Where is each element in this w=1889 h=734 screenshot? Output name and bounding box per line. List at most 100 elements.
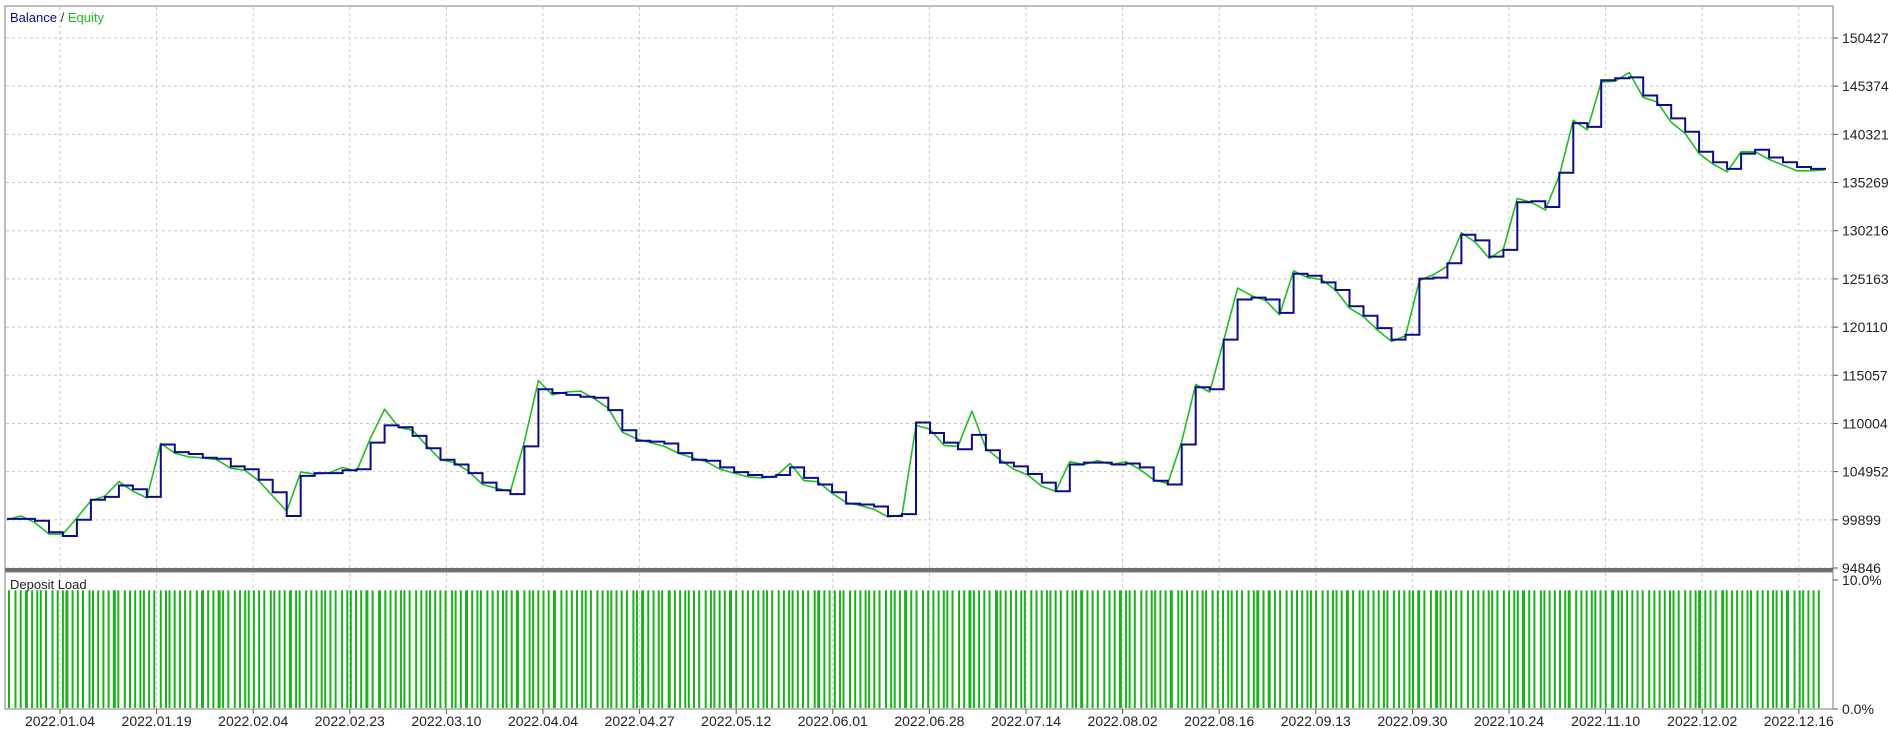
deposit-bar	[1309, 590, 1312, 708]
deposit-bar	[1020, 590, 1023, 708]
deposit-bar	[547, 590, 550, 708]
deposit-bar	[415, 590, 418, 708]
deposit-bar	[625, 590, 628, 708]
deposit-bar	[56, 590, 59, 708]
deposit-bar	[610, 590, 613, 708]
deposit-bar	[746, 590, 749, 708]
deposit-bar	[1694, 590, 1697, 708]
deposit-bar	[1599, 590, 1602, 708]
deposit-bar	[329, 590, 332, 708]
deposit-bar	[757, 590, 760, 708]
deposit-bar	[1786, 590, 1789, 708]
deposit-bar	[741, 590, 744, 708]
panel-divider[interactable]	[5, 568, 1833, 572]
deposit-bar	[1412, 590, 1414, 708]
deposit-bar	[1267, 590, 1271, 708]
deposit-bar	[937, 590, 940, 708]
deposit-bar	[968, 590, 972, 708]
deposit-bar	[823, 590, 826, 708]
deposit-bar	[1548, 590, 1551, 708]
deposit-bar	[295, 590, 298, 708]
deposit-bar	[1211, 590, 1214, 708]
deposit-bar	[165, 590, 167, 708]
deposit-bar	[451, 590, 454, 708]
deposit-bar	[576, 590, 578, 708]
series-balance-line	[7, 76, 1826, 537]
deposit-bar	[1367, 590, 1370, 708]
deposit-bar	[1392, 590, 1395, 708]
deposit-bar	[723, 590, 726, 708]
deposit-bar	[31, 590, 34, 708]
deposit-bar	[1617, 590, 1620, 708]
deposit-bar	[1241, 590, 1244, 708]
deposit-bar	[1216, 590, 1219, 708]
deposit-bar	[1169, 590, 1173, 708]
deposit-bar	[1472, 590, 1475, 708]
deposit-bar	[1502, 590, 1505, 708]
deposit-bar	[1230, 590, 1233, 708]
deposit-bar	[1704, 590, 1707, 708]
deposit-bar	[873, 590, 876, 708]
deposit-bar	[802, 590, 804, 708]
deposit-bar	[1201, 590, 1204, 708]
x-tick-label: 2022.12.02	[1667, 713, 1737, 729]
deposit-bar	[782, 590, 785, 708]
deposit-y-tick-label: 0.0%	[1842, 701, 1874, 717]
deposit-bar	[807, 590, 810, 708]
deposit-bar	[360, 590, 363, 708]
deposit-bar	[117, 590, 120, 708]
deposit-bar	[1227, 590, 1230, 708]
deposit-bar	[999, 590, 1002, 708]
deposit-bar	[771, 590, 774, 708]
deposit-bar	[247, 590, 250, 708]
deposit-bar	[791, 590, 794, 708]
deposit-bar	[1580, 590, 1583, 708]
deposit-bar	[1177, 590, 1180, 708]
deposit-bar	[1145, 590, 1148, 708]
x-tick-label: 2022.06.01	[798, 713, 868, 729]
deposit-bar	[1508, 590, 1511, 708]
x-tick-label: 2022.12.16	[1764, 713, 1834, 729]
deposit-bar	[1191, 590, 1194, 708]
deposit-bar	[429, 590, 431, 708]
deposit-bar	[346, 590, 349, 708]
deposit-bar	[1604, 590, 1607, 708]
deposit-bar	[71, 590, 74, 708]
deposit-bar	[283, 590, 286, 708]
deposit-bar	[207, 590, 210, 708]
x-tick-label: 2022.06.28	[894, 713, 964, 729]
deposit-load-title: Deposit Load	[10, 577, 87, 592]
y-tick-label: 120110	[1842, 319, 1888, 335]
deposit-bar	[684, 590, 687, 708]
deposit-bar	[139, 590, 142, 708]
deposit-bar	[878, 590, 881, 708]
deposit-bar	[394, 590, 397, 708]
deposit-bar	[1315, 590, 1318, 708]
deposit-bar	[355, 590, 357, 708]
deposit-bar	[842, 590, 845, 708]
deposit-bar	[102, 590, 105, 708]
deposit-bar	[425, 590, 428, 708]
deposit-bar	[444, 590, 447, 708]
deposit-bar	[1150, 590, 1153, 708]
deposit-bar	[1186, 590, 1188, 708]
deposit-bar	[1045, 590, 1048, 708]
deposit-bar	[378, 590, 382, 708]
legend-separator: /	[57, 10, 68, 25]
deposit-bars	[8, 590, 1820, 708]
deposit-bar	[371, 590, 374, 708]
y-tick-label: 110004	[1842, 415, 1888, 431]
deposit-bar	[898, 590, 901, 708]
y-tick-label: 104952	[1842, 464, 1889, 480]
x-tick-label: 2022.07.14	[991, 713, 1061, 729]
deposit-bar	[1772, 590, 1775, 708]
deposit-bar	[762, 590, 765, 708]
deposit-bar	[349, 590, 352, 708]
deposit-bar	[1080, 590, 1084, 708]
deposit-bar	[320, 590, 323, 708]
deposit-bar	[1306, 590, 1309, 708]
deposit-bar	[1159, 590, 1162, 708]
deposit-bar	[222, 590, 225, 708]
x-tick-label: 2022.03.10	[411, 713, 481, 729]
